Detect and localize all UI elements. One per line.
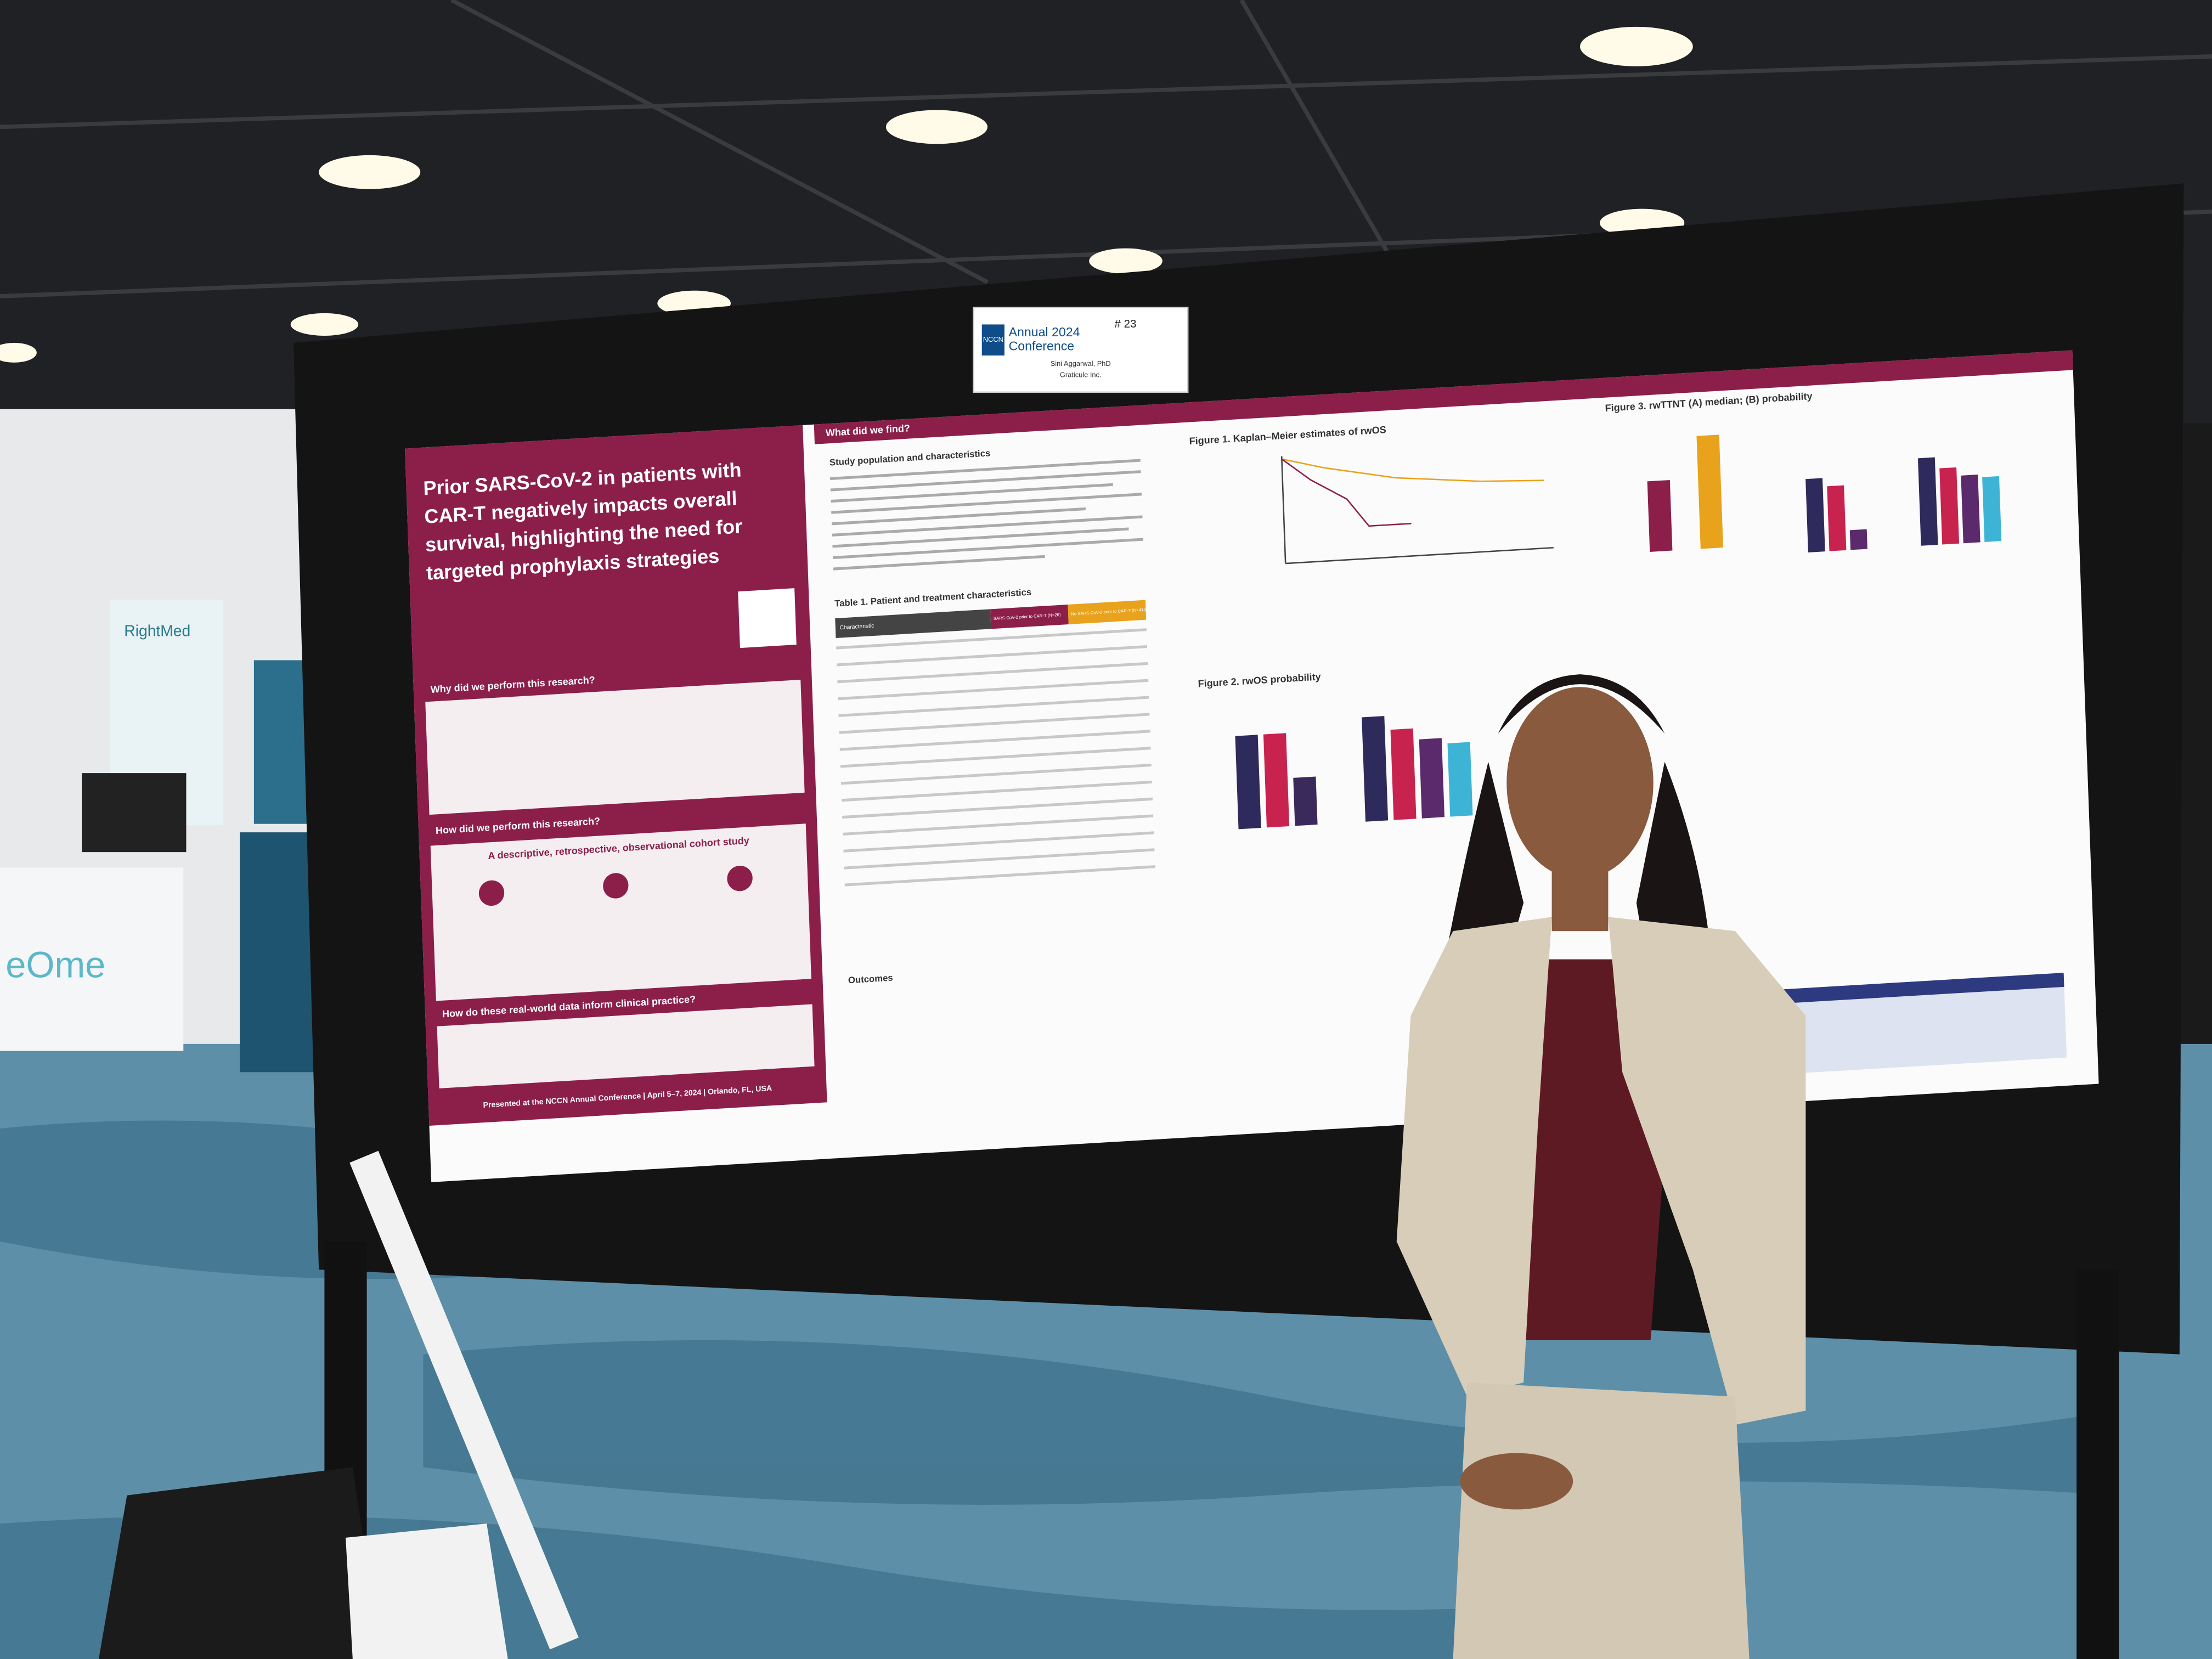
poster: Prior SARS-CoV-2 in patients with CAR-T …	[405, 350, 2099, 1182]
bar-plot	[1647, 435, 2002, 552]
booth-cabinet	[240, 832, 319, 1073]
results-bar	[814, 350, 2073, 444]
table-rows	[836, 628, 1155, 887]
presenter: Sini Aggarwal, PhD	[1051, 359, 1111, 368]
company: Graticule Inc.	[1060, 370, 1102, 379]
design-icons	[478, 865, 753, 906]
booth-table	[0, 867, 184, 1051]
monitor	[82, 773, 187, 853]
table-head	[1068, 600, 1147, 625]
banner-text: RightMed	[124, 622, 190, 639]
text-box	[437, 1004, 815, 1088]
booth-logo: eOme	[5, 945, 105, 986]
table-head	[990, 605, 1069, 629]
text-box	[425, 680, 805, 815]
sign-brand: NCCN	[983, 335, 1003, 343]
km-plot	[1280, 456, 1554, 565]
sign-event: Annual 2024	[1009, 325, 1080, 339]
bag	[99, 1467, 381, 1659]
subsection: Outcomes	[848, 973, 893, 986]
monitor-stand	[253, 660, 311, 824]
person	[1396, 674, 1806, 1659]
table-head	[835, 609, 991, 639]
board-sign: NCCN Annual 2024 Conference # 23 Sini Ag…	[973, 307, 1189, 393]
qr-code	[738, 588, 797, 648]
ceiling-lights	[0, 26, 1693, 363]
body-text-lines	[830, 459, 1144, 571]
paper-bag	[346, 1523, 508, 1659]
design-box	[430, 823, 811, 1001]
board-number: # 23	[1114, 318, 1136, 330]
table-header-cell: Characteristic	[839, 623, 874, 631]
conclusion-bar	[1781, 973, 2064, 1004]
sign-event: Conference	[1009, 339, 1075, 353]
poster-tube	[349, 1150, 579, 1650]
bar-plot	[1235, 716, 1473, 830]
board-leg	[2076, 1269, 2119, 1659]
